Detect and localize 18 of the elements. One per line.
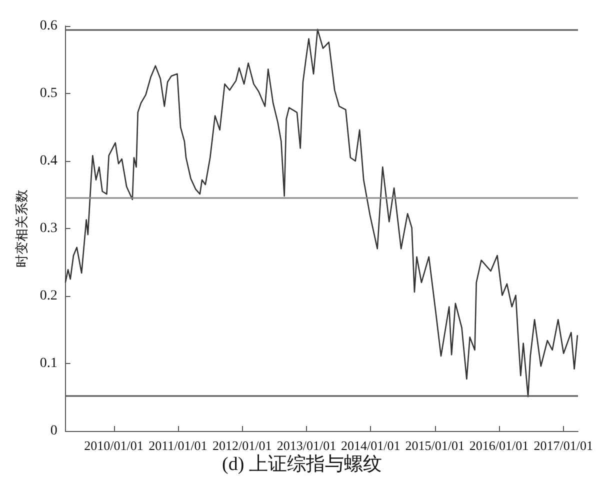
x-tick-label: 2010/01/01 xyxy=(84,438,144,453)
x-tick-label: 2013/01/01 xyxy=(276,438,336,453)
x-tick-label: 2011/01/01 xyxy=(148,438,208,453)
x-tick-label: 2012/01/01 xyxy=(212,438,272,453)
x-tick-label: 2017/01/01 xyxy=(534,438,594,453)
y-tick-label: 0.2 xyxy=(40,288,58,304)
x-tick-label: 2016/01/01 xyxy=(469,438,529,453)
line-series xyxy=(64,28,578,398)
y-tick-label: 0.4 xyxy=(40,154,58,168)
y-axis-title: 时变相关系数 xyxy=(15,190,30,268)
x-tick-label: 2015/01/01 xyxy=(405,438,464,453)
y-tick-label: 0.6 xyxy=(40,18,58,34)
y-tick-label: 0.5 xyxy=(40,86,58,101)
text: (d) 上证综指与螺纹 xyxy=(222,454,382,475)
y-tick-label: 0.1 xyxy=(40,356,58,371)
y-tick-label: 0 xyxy=(50,424,58,438)
x-tick-label: 2014/01/01 xyxy=(341,438,400,453)
y-tick-label: 0.3 xyxy=(40,221,58,236)
